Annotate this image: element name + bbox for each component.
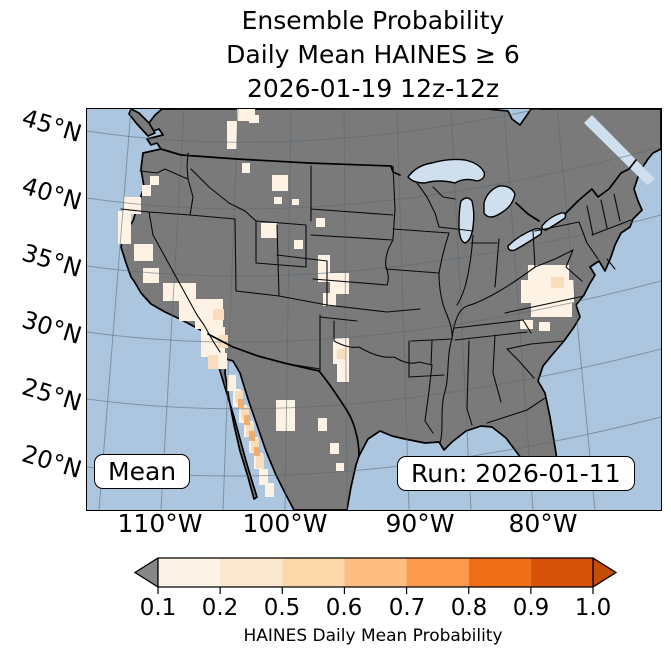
run-annotation-box: Run: 2026-01-11	[397, 456, 635, 491]
cbar-tick-0.7: 0.7	[388, 595, 426, 621]
colorbar-segment-6	[468, 558, 531, 587]
colorbar-segment-2	[220, 558, 283, 587]
probability-patches-dark	[238, 399, 260, 456]
state-borders-west	[120, 152, 434, 434]
colorbar-ticks	[157, 587, 594, 594]
lat-label-40n: 40°N	[18, 171, 85, 217]
cbar-tick-0.5: 0.5	[263, 595, 301, 621]
colorbar-over-arrow	[593, 558, 616, 587]
colorbar-segment-4	[344, 558, 407, 587]
figure-title: Ensemble Probability Daily Mean HAINES ≥…	[86, 4, 660, 106]
lat-label-35n: 35°N	[18, 238, 85, 284]
cbar-tick-0.9: 0.9	[512, 595, 550, 621]
lon-label-80w: 80°W	[508, 509, 578, 538]
colorbar-segment-1	[158, 558, 221, 587]
colorbar-segment-7	[530, 558, 594, 587]
mean-label: Mean	[108, 457, 177, 486]
colorbar	[133, 557, 618, 594]
cbar-tick-0.2: 0.2	[201, 595, 239, 621]
cbar-tick-0.6: 0.6	[325, 595, 363, 621]
colorbar-segment-3	[282, 558, 345, 587]
colorbar-segment-5	[406, 558, 469, 587]
lon-label-100w: 100°W	[242, 509, 328, 538]
cbar-tick-0.8: 0.8	[450, 595, 488, 621]
title-line-3: 2026-01-19 12z-12z	[246, 74, 500, 103]
title-line-2: Daily Mean HAINES ≥ 6	[226, 40, 520, 69]
lake-michigan	[458, 197, 475, 244]
lake-huron	[483, 185, 516, 218]
colorbar-under-arrow	[135, 558, 158, 587]
lat-label-45n: 45°N	[18, 103, 85, 149]
lake-superior	[407, 158, 486, 184]
cbar-tick-0.1: 0.1	[139, 595, 177, 621]
graticule-meridians	[98, 109, 596, 510]
map-axes	[86, 108, 662, 511]
colorbar-axis-label: HAINES Daily Mean Probability	[243, 626, 503, 646]
title-line-1: Ensemble Probability	[241, 6, 505, 35]
lat-label-30n: 30°N	[18, 305, 85, 351]
lon-label-110w: 110°W	[117, 509, 203, 538]
cbar-tick-1.0: 1.0	[574, 595, 612, 621]
st-lawrence-river	[584, 115, 655, 185]
state-borders-east	[385, 182, 632, 444]
graticule-parallels	[87, 109, 661, 477]
lat-label-20n: 20°N	[18, 439, 85, 485]
run-label: Run: 2026-01-11	[411, 459, 621, 488]
mexico-border	[207, 333, 360, 457]
map-canvas	[87, 109, 661, 510]
lat-label-25n: 25°N	[18, 372, 85, 418]
mean-annotation-box: Mean	[94, 454, 191, 489]
lon-label-90w: 90°W	[385, 509, 455, 538]
